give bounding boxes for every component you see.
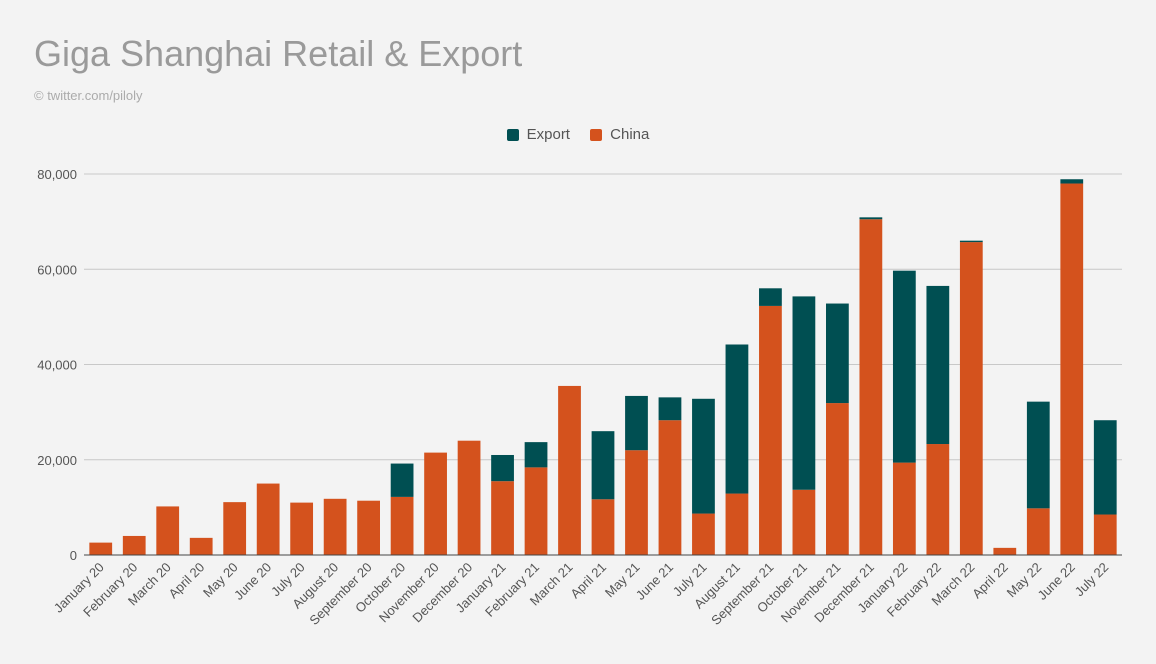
y-tick-label: 60,000 <box>37 262 77 277</box>
bar-export <box>1026 401 1050 509</box>
bar-export <box>491 454 514 482</box>
bar-china <box>625 450 648 555</box>
bar-china <box>223 502 247 555</box>
bar-export <box>892 270 916 463</box>
x-tick-label: April 22 <box>969 560 1011 602</box>
bar-export <box>792 296 816 490</box>
x-tick-label: June 21 <box>633 560 676 603</box>
bar-china <box>959 242 983 555</box>
bar-china <box>892 462 916 555</box>
legend-swatch-export <box>506 128 519 141</box>
bar-export <box>1060 179 1084 184</box>
bar-export <box>859 217 883 220</box>
bar-china <box>859 219 883 555</box>
bar-china <box>725 493 749 555</box>
bar-china <box>759 305 782 555</box>
legend-label-china: China <box>610 126 650 143</box>
x-tick-label: June 20 <box>231 560 274 603</box>
bar-export <box>625 395 648 451</box>
bar-export <box>524 442 548 468</box>
bar-china <box>156 506 180 555</box>
bar-export <box>692 398 715 514</box>
y-tick-label: 0 <box>70 548 77 563</box>
bar-china <box>1026 508 1050 555</box>
chart-subtitle: © twitter.com/piloly <box>34 88 143 103</box>
bar-china <box>390 496 414 555</box>
bar-china <box>424 452 447 555</box>
bar-china <box>658 420 682 555</box>
bar-export <box>926 285 950 445</box>
bar-china <box>122 535 146 555</box>
bar-china <box>926 444 950 555</box>
bar-export <box>759 288 782 306</box>
bar-china <box>357 500 380 555</box>
bar-china <box>792 489 816 555</box>
bar-china <box>993 547 1017 555</box>
x-tick-label: April 21 <box>567 560 609 602</box>
legend-label-export: Export <box>526 126 570 143</box>
chart-title: Giga Shanghai Retail & Export <box>34 33 523 74</box>
bar-export <box>826 303 849 404</box>
bar-export <box>658 397 682 421</box>
bar-china <box>524 467 548 555</box>
legend-swatch-china <box>590 128 603 141</box>
bar-china <box>189 537 213 555</box>
y-tick-label: 20,000 <box>37 453 77 468</box>
bar-china <box>692 513 715 555</box>
bar-export <box>959 240 983 243</box>
bar-export <box>591 431 615 500</box>
legend-item-china[interactable]: China <box>590 126 649 143</box>
y-tick-label: 80,000 <box>37 167 77 182</box>
bar-export <box>725 344 749 494</box>
bar-china <box>558 385 581 555</box>
bar-export <box>390 463 414 497</box>
x-tick-label: July 22 <box>1072 560 1112 600</box>
bar-china <box>1093 514 1117 555</box>
bar-china <box>256 483 280 555</box>
legend-item-export[interactable]: Export <box>506 126 570 143</box>
bar-china <box>89 542 113 555</box>
bar-china <box>1060 183 1084 555</box>
chart-legend: Export China <box>0 126 1156 145</box>
bar-china <box>323 498 347 555</box>
x-tick-label: June 22 <box>1035 560 1078 603</box>
bar-export <box>1093 420 1117 515</box>
bar-china <box>290 502 314 555</box>
bar-china <box>457 440 481 555</box>
x-tick-label: April 20 <box>166 560 208 602</box>
y-tick-label: 40,000 <box>37 358 77 373</box>
bar-china <box>826 403 849 555</box>
bar-china <box>591 499 615 555</box>
bar-china <box>491 481 514 555</box>
